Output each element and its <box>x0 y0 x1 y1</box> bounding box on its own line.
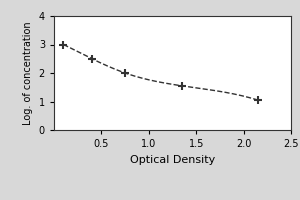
X-axis label: Optical Density: Optical Density <box>130 155 215 165</box>
Y-axis label: Log. of concentration: Log. of concentration <box>23 21 33 125</box>
